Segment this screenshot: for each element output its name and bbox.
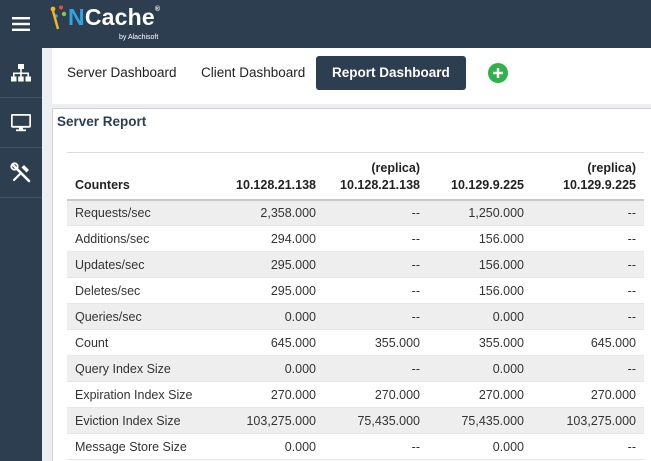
counter-name: Requests/sec xyxy=(67,199,217,226)
logo-cache: Cache xyxy=(84,4,155,30)
table-cell: 156.000 xyxy=(428,225,532,252)
column-header: 10.129.9.225 xyxy=(428,152,532,201)
sidebar xyxy=(0,48,42,461)
main-content: Server Dashboard Client Dashboard Report… xyxy=(42,48,651,461)
table-cell: 270.000 xyxy=(324,381,428,408)
tools-icon xyxy=(10,161,31,182)
table-cell: 270.000 xyxy=(428,381,532,408)
table-cell: -- xyxy=(532,199,644,226)
table-cell: 294.000 xyxy=(217,225,324,252)
table-cell: 270.000 xyxy=(532,381,644,408)
server-report-panel: Server Report Counters 10.128.21.138 (re… xyxy=(52,108,651,461)
header-line2: 10.128.21.138 xyxy=(340,177,420,192)
table-row: Deletes/sec 295.000 -- 156.000 -- xyxy=(67,277,644,304)
logo-mark-icon xyxy=(50,5,67,30)
table-row: Requests/sec 2,358.000 -- 1,250.000 -- xyxy=(67,199,644,226)
table-cell: 103,275.000 xyxy=(217,407,324,434)
table-cell: -- xyxy=(324,225,428,252)
table-cell: 75,435.000 xyxy=(428,407,532,434)
counter-name: Updates/sec xyxy=(67,251,217,278)
table-cell: 645.000 xyxy=(217,329,324,356)
top-bar: NCache® by Alachisoft xyxy=(0,0,651,48)
table-cell: -- xyxy=(324,251,428,278)
logo-n: N xyxy=(68,4,85,30)
table-cell: 0.000 xyxy=(428,433,532,460)
table-cell: -- xyxy=(532,225,644,252)
monitor-icon xyxy=(11,113,31,131)
table-cell: -- xyxy=(324,277,428,304)
table-cell: 1,250.000 xyxy=(428,199,532,226)
server-report-table: Counters 10.128.21.138 (replica) 10.128.2… xyxy=(67,152,644,460)
table-cell: 0.000 xyxy=(217,303,324,330)
table-cell: -- xyxy=(532,355,644,382)
table-row: Updates/sec 295.000 -- 156.000 -- xyxy=(67,251,644,278)
sidebar-item-tools[interactable] xyxy=(0,148,42,198)
sidebar-item-topology[interactable] xyxy=(0,48,42,98)
table-cell: 156.000 xyxy=(428,277,532,304)
table-cell: 295.000 xyxy=(217,251,324,278)
table-cell: 270.000 xyxy=(217,381,324,408)
table-cell: 295.000 xyxy=(217,277,324,304)
column-header: Counters xyxy=(67,152,217,201)
table-cell: 156.000 xyxy=(428,251,532,278)
table-cell: -- xyxy=(532,303,644,330)
tab-client-dashboard[interactable]: Client Dashboard xyxy=(201,65,306,80)
logo-subtitle: by Alachisoft xyxy=(119,34,159,41)
table-cell: 0.000 xyxy=(217,355,324,382)
table-row: Eviction Index Size 103,275.000 75,435.0… xyxy=(67,407,644,434)
counter-name: Queries/sec xyxy=(67,303,217,330)
table-row: Message Store Size 0.000 -- 0.000 -- xyxy=(67,433,644,460)
tab-report-dashboard[interactable]: Report Dashboard xyxy=(316,56,466,90)
counter-name: Message Store Size xyxy=(67,433,217,460)
column-header: 10.128.21.138 xyxy=(217,152,324,201)
counter-name: Additions/sec xyxy=(67,225,217,252)
table-row: Count 645.000 355.000 355.000 645.000 xyxy=(67,329,644,356)
hamburger-menu-icon[interactable] xyxy=(0,0,42,48)
table-row: Queries/sec 0.000 -- 0.000 -- xyxy=(67,303,644,330)
logo-registered: ® xyxy=(154,6,161,13)
table-cell: 103,275.000 xyxy=(532,407,644,434)
table-cell: 0.000 xyxy=(217,433,324,460)
table-header-row: Counters 10.128.21.138 (replica) 10.128.2… xyxy=(67,152,644,201)
header-line1: (replica) xyxy=(371,160,420,175)
table-row: Expiration Index Size 270.000 270.000 27… xyxy=(67,381,644,408)
table-cell: -- xyxy=(324,355,428,382)
topology-icon xyxy=(11,63,31,81)
table-cell: -- xyxy=(324,433,428,460)
table-cell: 0.000 xyxy=(428,355,532,382)
sidebar-item-monitor[interactable] xyxy=(0,98,42,148)
header-line2: Counters xyxy=(75,177,130,192)
header-line2: 10.128.21.138 xyxy=(236,177,316,192)
table-cell: -- xyxy=(324,199,428,226)
table-cell: 645.000 xyxy=(532,329,644,356)
counter-name: Expiration Index Size xyxy=(67,381,217,408)
dashboard-tabs: Server Dashboard Client Dashboard Report… xyxy=(52,48,651,104)
table-row: Additions/sec 294.000 -- 156.000 -- xyxy=(67,225,644,252)
table-cell: 75,435.000 xyxy=(324,407,428,434)
header-line1: (replica) xyxy=(587,160,636,175)
table-row: Query Index Size 0.000 -- 0.000 -- xyxy=(67,355,644,382)
header-line2: 10.129.9.225 xyxy=(451,177,524,192)
table-cell: 355.000 xyxy=(324,329,428,356)
table-cell: 0.000 xyxy=(428,303,532,330)
plus-icon xyxy=(493,68,503,78)
logo-text: NCache® xyxy=(68,4,160,31)
table-cell: 355.000 xyxy=(428,329,532,356)
counter-name: Count xyxy=(67,329,217,356)
column-header: (replica) 10.129.9.225 xyxy=(532,152,644,201)
table-cell: 2,358.000 xyxy=(217,199,324,226)
counter-name: Deletes/sec xyxy=(67,277,217,304)
table-cell: -- xyxy=(532,433,644,460)
table-cell: -- xyxy=(532,251,644,278)
header-line2: 10.129.9.225 xyxy=(563,177,636,192)
tab-server-dashboard[interactable]: Server Dashboard xyxy=(67,65,177,80)
table-cell: -- xyxy=(324,303,428,330)
counter-name: Eviction Index Size xyxy=(67,407,217,434)
column-header: (replica) 10.128.21.138 xyxy=(324,152,428,201)
counter-name: Query Index Size xyxy=(67,355,217,382)
table-cell: -- xyxy=(532,277,644,304)
add-dashboard-button[interactable] xyxy=(488,63,508,83)
report-title: Server Report xyxy=(57,114,147,129)
